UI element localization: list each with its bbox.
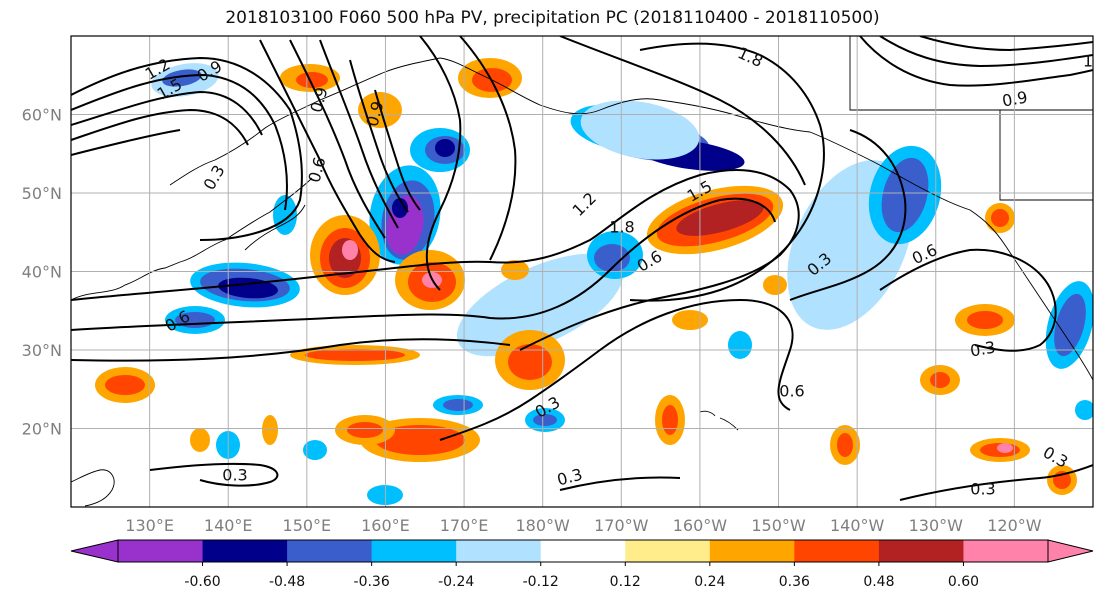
- precipitation-shading-patch: [533, 414, 557, 426]
- map-title: 2018103100 F060 500 hPa PV, precipitatio…: [225, 8, 880, 28]
- longitude-tick-label: 140°W: [830, 516, 885, 535]
- precipitation-shading-patch: [1054, 293, 1086, 357]
- colorbar-tick-label: 0.48: [863, 574, 894, 590]
- longitude-tick-label: 170°W: [594, 516, 649, 535]
- latitude-tick-label: 50°N: [22, 184, 62, 203]
- coastlines: [71, 36, 1093, 507]
- precipitation-shading-patch: [728, 331, 752, 359]
- latitude-tick-label: 30°N: [22, 341, 62, 360]
- longitude-tick-label: 160°W: [673, 516, 728, 535]
- colorbar-swatch: [625, 540, 711, 562]
- latitude-tick-labels: 60°N 50°N 40°N 30°N 20°N: [22, 106, 62, 439]
- precipitation-shading-patch: [296, 72, 328, 88]
- colorbar-swatch: [878, 540, 964, 562]
- colorbar-swatch: [963, 540, 1049, 562]
- colorbar-over-arrow: [1047, 539, 1094, 563]
- precipitation-shading-patch: [443, 399, 473, 411]
- lat-lon-grid: [71, 36, 1093, 507]
- precipitation-shading-patch: [262, 415, 278, 445]
- latitude-tick-label: 20°N: [22, 420, 62, 439]
- precipitation-shading-patch: [672, 310, 708, 330]
- colorbar-swatch: [794, 540, 880, 562]
- colorbar-tick-label: 0.36: [779, 574, 810, 590]
- colorbar-under-arrow: [70, 539, 119, 563]
- precipitation-shading-patch: [662, 405, 678, 435]
- contour-label: 0.3: [222, 466, 247, 485]
- precipitation-shading-patch: [435, 139, 455, 157]
- longitude-tick-labels: 130°E 140°E 150°E 160°E 170°E 180°W 170°W 160°W…: [125, 516, 1041, 535]
- plot-frame: [70, 35, 1094, 508]
- precipitation-shading-patch: [456, 253, 624, 357]
- latitude-tick-label: 40°N: [22, 263, 62, 282]
- precipitation-shading-patch: [676, 200, 764, 236]
- longitude-tick-label: 140°E: [204, 516, 253, 535]
- longitude-tick-label: 170°E: [440, 516, 489, 535]
- colorbar-tick-label: -0.12: [523, 574, 559, 590]
- precipitation-shading-patch: [580, 100, 700, 160]
- colorbar-swatch: [287, 540, 373, 562]
- colorbar: -0.60 -0.48 -0.36 -0.24 -0.12 0.12 0.24 0.36 0.4…: [70, 539, 1094, 590]
- precipitation-shading-patch: [991, 209, 1009, 227]
- precipitation-shading-patch: [273, 195, 297, 235]
- colorbar-swatch: [371, 540, 457, 562]
- contour-label: 1: [1083, 52, 1093, 71]
- latitude-tick-label: 60°N: [22, 106, 62, 125]
- precipitation-shading-patch: [375, 425, 465, 455]
- colorbar-swatch: [709, 540, 795, 562]
- colorbar-tick-label: 0.60: [948, 574, 979, 590]
- precipitation-shading-patch: [347, 422, 383, 438]
- colorbar-swatch: [202, 540, 288, 562]
- precipitation-shading-patch: [190, 428, 210, 452]
- colorbar-tick-label: -0.36: [354, 574, 390, 590]
- longitude-tick-label: 150°W: [751, 516, 806, 535]
- precipitation-shading-patch: [305, 349, 405, 361]
- precipitation-shading-patch: [162, 69, 202, 87]
- precipitation-shading: [95, 58, 1093, 505]
- colorbar-swatch: [540, 540, 626, 562]
- longitude-tick-label: 120°W: [987, 516, 1042, 535]
- precipitation-shading-patch: [997, 443, 1013, 453]
- contour-label: 0.3: [969, 337, 997, 360]
- precipitation-shading-patch: [105, 375, 145, 395]
- longitude-tick-label: 130°E: [125, 516, 174, 535]
- longitude-tick-label: 130°W: [909, 516, 964, 535]
- contour-label: 0.3: [970, 480, 995, 499]
- colorbar-tick-label: -0.48: [269, 574, 305, 590]
- precipitation-shading-patch: [1075, 400, 1093, 420]
- precipitation-shading-patch: [501, 260, 529, 280]
- contour-label: 0.6: [779, 382, 804, 401]
- precipitation-shading-patch: [930, 372, 950, 388]
- colorbar-frame: [117, 539, 1049, 563]
- colorbar-tick-label: 0.12: [610, 574, 641, 590]
- precipitation-shading-patch: [303, 440, 327, 460]
- colorbar-tick-label: -0.60: [184, 574, 220, 590]
- longitude-tick-label: 180°W: [516, 516, 571, 535]
- colorbar-tick-label: -0.24: [438, 574, 474, 590]
- precipitation-shading-patch: [967, 311, 1003, 329]
- precipitation-shading-patch: [342, 240, 358, 260]
- contour-label: 1.8: [609, 218, 634, 237]
- contour-label: 0.9: [1001, 87, 1029, 110]
- precipitation-shading-patch: [837, 433, 853, 457]
- precipitation-shading-patch: [763, 275, 787, 295]
- longitude-tick-label: 160°E: [361, 516, 410, 535]
- precipitation-shading-patch: [508, 344, 552, 380]
- longitude-tick-label: 150°E: [283, 516, 332, 535]
- colorbar-swatch: [118, 540, 204, 562]
- colorbar-tick-label: 0.24: [694, 574, 725, 590]
- pv-contours: [71, 36, 1093, 501]
- precipitation-shading-patch: [392, 198, 408, 218]
- colorbar-swatch: [456, 540, 542, 562]
